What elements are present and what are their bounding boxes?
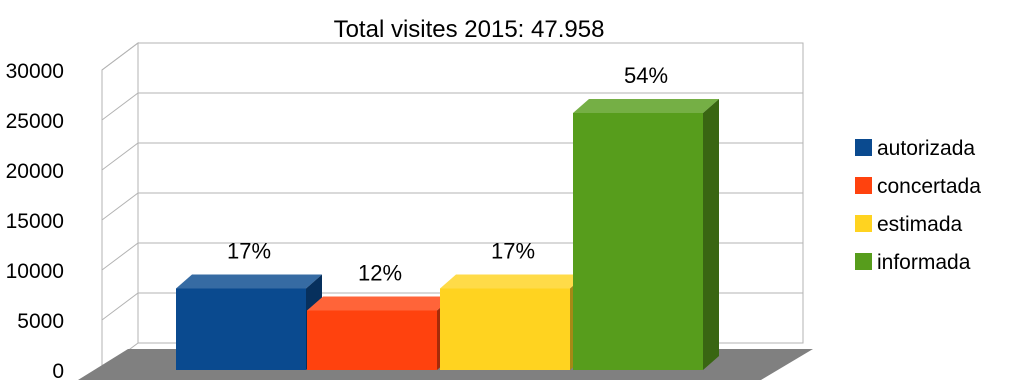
bars bbox=[176, 99, 719, 370]
y-tick-label: 10000 bbox=[6, 260, 64, 283]
bar-front bbox=[176, 288, 306, 370]
y-tick-label: 30000 bbox=[6, 60, 64, 83]
y-tick-label: 0 bbox=[52, 360, 64, 383]
legend-swatch bbox=[855, 177, 872, 194]
y-tick-label: 15000 bbox=[6, 210, 64, 233]
legend: autorizada concertada estimada informada bbox=[855, 137, 981, 274]
y-axis-ticks: 0 5000 10000 15000 20000 25000 30000 bbox=[6, 60, 64, 383]
bar-top bbox=[307, 296, 453, 311]
bar-concertada bbox=[307, 296, 453, 370]
bar-front bbox=[573, 113, 703, 370]
legend-item-informada: informada bbox=[855, 251, 971, 274]
bar-side bbox=[703, 99, 719, 370]
chart-title: Total visites 2015: 47.958 bbox=[334, 16, 605, 43]
data-label: 54% bbox=[624, 63, 668, 88]
bar-informada bbox=[573, 99, 719, 370]
y-tick-label: 20000 bbox=[6, 160, 64, 183]
legend-swatch bbox=[855, 139, 872, 156]
legend-label: concertada bbox=[877, 175, 981, 198]
legend-item-autorizada: autorizada bbox=[855, 137, 975, 160]
bar-estimada bbox=[440, 274, 586, 370]
bar-top bbox=[440, 274, 586, 289]
bar-front bbox=[307, 310, 437, 370]
y-tick-label: 5000 bbox=[17, 310, 64, 333]
bar-top bbox=[573, 99, 719, 113]
data-label: 17% bbox=[227, 239, 271, 264]
bar-top bbox=[176, 274, 322, 289]
data-labels: 17% 12% 17% 54% bbox=[227, 63, 668, 286]
legend-item-estimada: estimada bbox=[855, 213, 963, 236]
legend-item-concertada: concertada bbox=[855, 175, 981, 198]
data-label: 17% bbox=[491, 239, 535, 264]
gridline bbox=[101, 92, 803, 121]
legend-swatch bbox=[855, 215, 872, 232]
legend-swatch bbox=[855, 253, 872, 270]
gridline bbox=[101, 42, 803, 71]
bar-front bbox=[440, 288, 570, 370]
bar-autorizada bbox=[176, 274, 322, 370]
data-label: 12% bbox=[358, 261, 402, 286]
legend-label: estimada bbox=[877, 213, 963, 236]
legend-label: informada bbox=[877, 251, 971, 274]
y-tick-label: 25000 bbox=[6, 110, 64, 133]
legend-label: autorizada bbox=[877, 137, 975, 160]
